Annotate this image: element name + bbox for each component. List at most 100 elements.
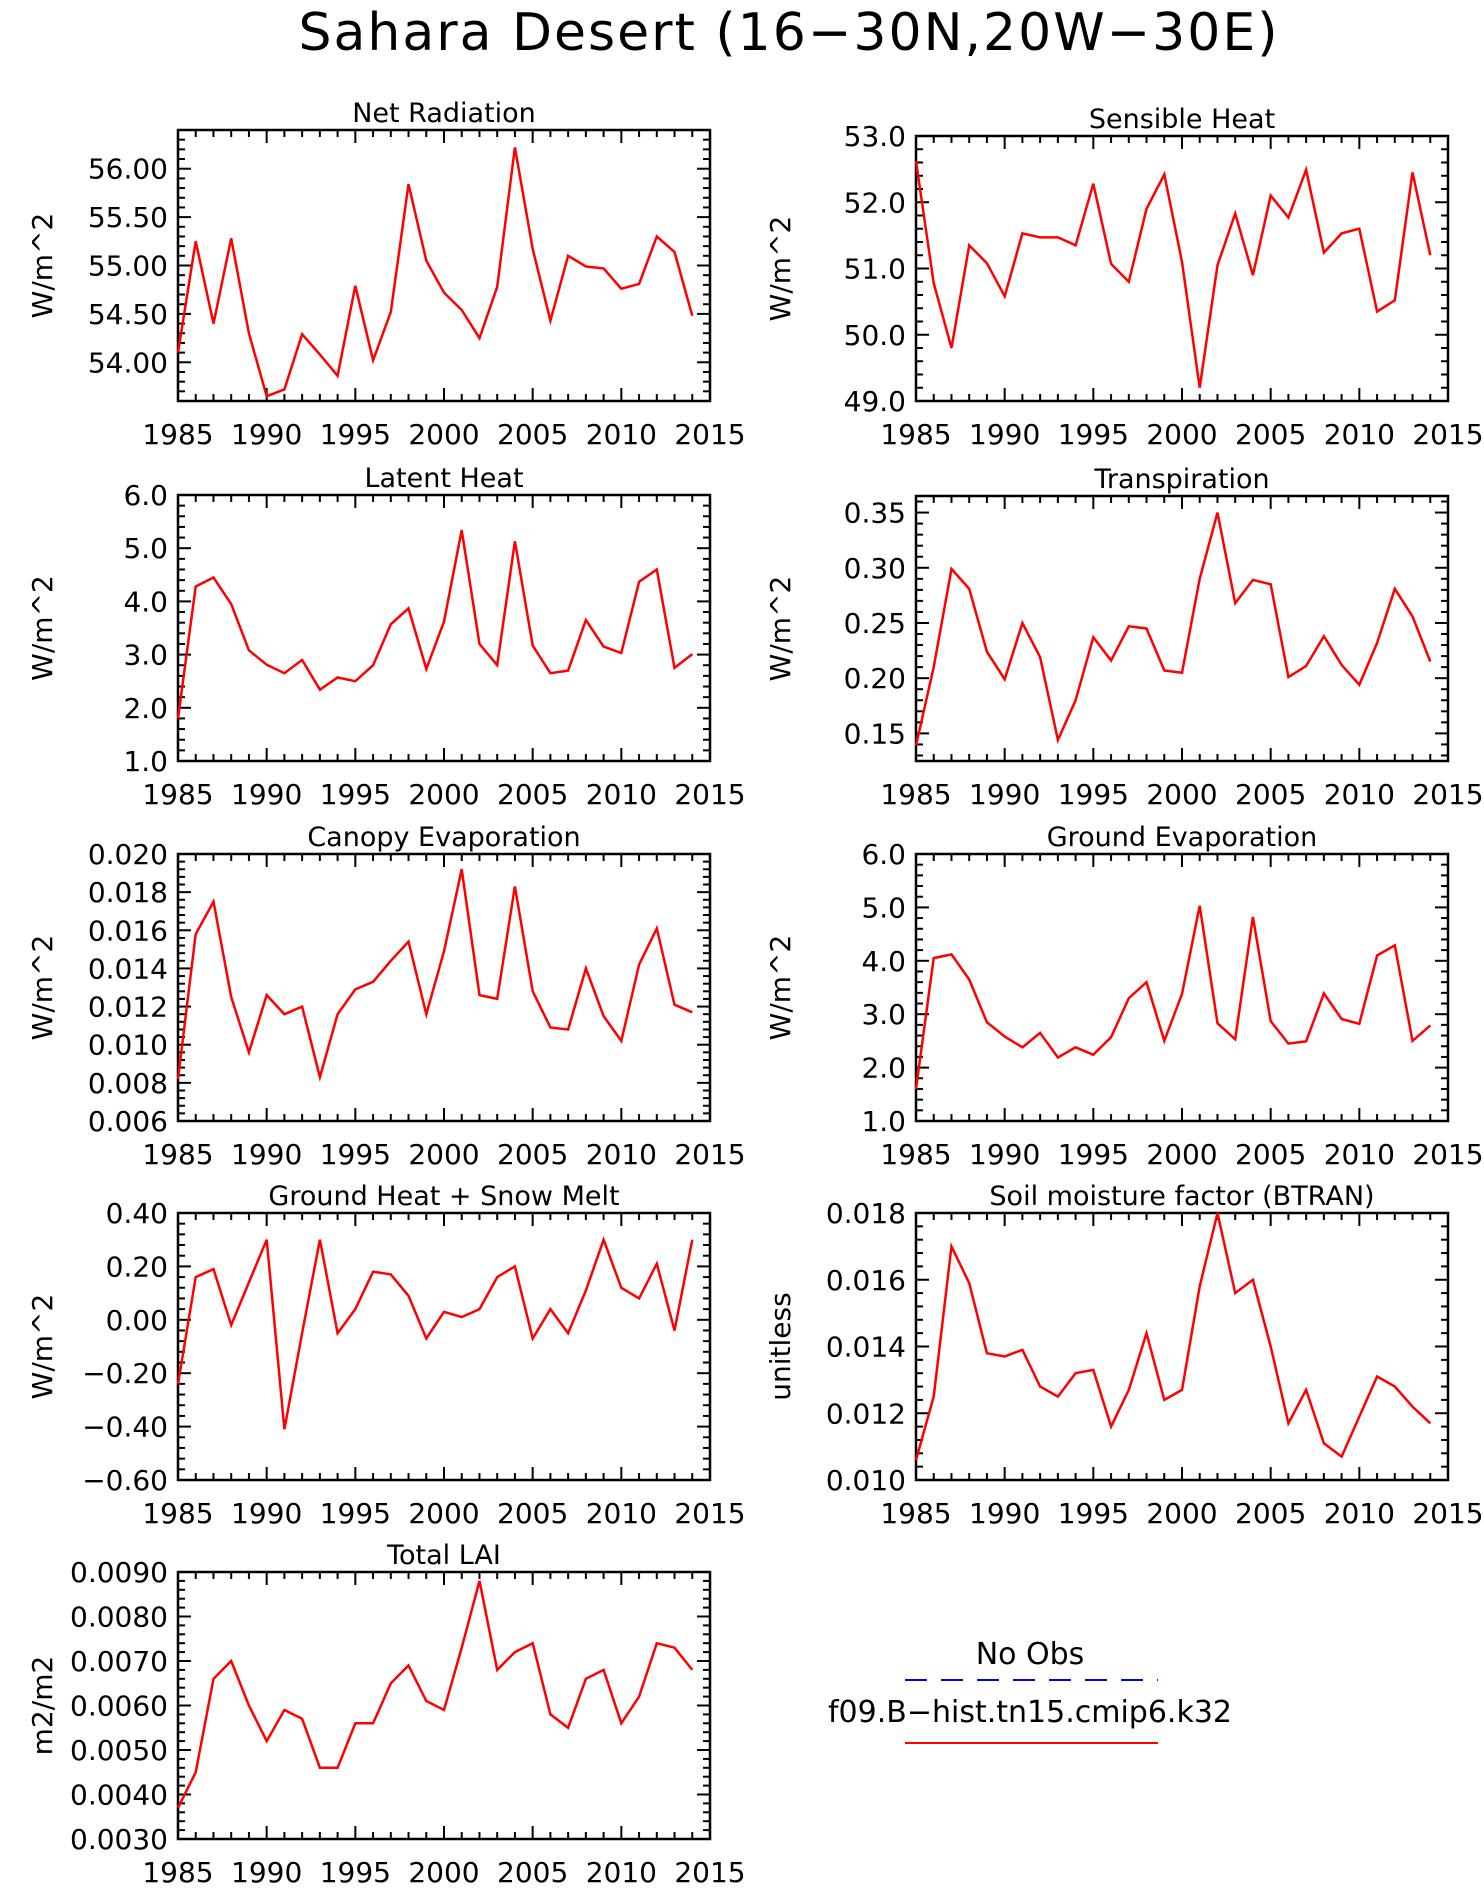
x-tick-label: 2015 bbox=[1412, 418, 1483, 451]
y-axis-label: W/m^2 bbox=[26, 935, 59, 1041]
x-tick-label: 2010 bbox=[586, 1497, 657, 1530]
x-tick-label: 2000 bbox=[1146, 1497, 1217, 1530]
panel-transpiration: 1985 1990 1995 2000 2005 2010 2015 0.15 0.20 0.25… bbox=[764, 464, 1484, 811]
y-tick-label: −0.40 bbox=[82, 1411, 168, 1444]
y-tick-label: 0.20 bbox=[844, 662, 906, 695]
y-tick-label: 0.0030 bbox=[70, 1823, 168, 1856]
y-tick-label: 0.014 bbox=[88, 952, 168, 985]
y-tick-label: 0.0050 bbox=[70, 1734, 168, 1767]
x-tick-label: 2000 bbox=[408, 418, 479, 451]
x-tick-label: 2015 bbox=[1412, 1138, 1483, 1171]
series-line bbox=[914, 161, 1432, 388]
x-tick-label: 2000 bbox=[408, 778, 479, 811]
y-axis-label: unitless bbox=[764, 1292, 797, 1400]
panel-total-lai: 1985 1990 1995 2000 2005 2010 2015 0.0030 0.0040… bbox=[26, 1540, 746, 1889]
series-line bbox=[914, 905, 1432, 1090]
x-tick-label: 2005 bbox=[497, 1497, 568, 1530]
y-tick-label: 3.0 bbox=[123, 639, 168, 672]
y-tick-label: 0.0060 bbox=[70, 1690, 168, 1723]
panel-title: Ground Evaporation bbox=[1047, 822, 1318, 853]
y-tick-label: 53.0 bbox=[844, 120, 906, 153]
x-tick-label: 2000 bbox=[1146, 418, 1217, 451]
panel-title: Canopy Evaporation bbox=[307, 822, 580, 853]
y-tick-label: 54.50 bbox=[88, 298, 168, 331]
y-tick-label: 5.0 bbox=[861, 891, 906, 924]
y-tick-label: 0.008 bbox=[88, 1067, 168, 1100]
x-tick-label: 2005 bbox=[497, 1856, 568, 1889]
panel-sensible-heat: 1985 1990 1995 2000 2005 2010 2015 49.0 50.0 51.0… bbox=[764, 104, 1484, 451]
y-tick-label: 0.010 bbox=[88, 1029, 168, 1062]
x-tick-label: 1990 bbox=[969, 1497, 1040, 1530]
y-tick-label: 0.012 bbox=[88, 991, 168, 1024]
x-tick-label: 2000 bbox=[408, 1856, 479, 1889]
x-tick-label: 2010 bbox=[1324, 418, 1395, 451]
plot-frame bbox=[176, 1211, 712, 1482]
x-tick-label: 2015 bbox=[674, 1497, 745, 1530]
panel-latent-heat: 1985 1990 1995 2000 2005 2010 2015 1.0 2.0 3.0 4.0… bbox=[26, 463, 746, 811]
x-tick-label: 2005 bbox=[497, 1138, 568, 1171]
x-tick-label: 2000 bbox=[408, 1497, 479, 1530]
x-tick-label: 1985 bbox=[142, 778, 213, 811]
y-axis-label: W/m^2 bbox=[26, 575, 59, 681]
y-tick-label: 0.30 bbox=[844, 552, 906, 585]
x-tick-label: 1990 bbox=[231, 1856, 302, 1889]
x-tick-label: 1990 bbox=[231, 778, 302, 811]
y-tick-label: 0.006 bbox=[88, 1105, 168, 1138]
x-tick-label: 2010 bbox=[1324, 1138, 1395, 1171]
series-line bbox=[914, 512, 1432, 746]
x-tick-label: 1995 bbox=[320, 1497, 391, 1530]
y-tick-label: 0.0090 bbox=[70, 1556, 168, 1589]
y-tick-label: 0.20 bbox=[106, 1250, 168, 1283]
x-tick-label: 1995 bbox=[1058, 1138, 1129, 1171]
x-tick-label: 1985 bbox=[880, 1497, 951, 1530]
x-tick-label: 1995 bbox=[320, 1138, 391, 1171]
y-tick-label: 0.25 bbox=[844, 607, 906, 640]
x-tick-label: 2015 bbox=[1412, 778, 1483, 811]
y-tick-label: 0.012 bbox=[826, 1397, 906, 1430]
y-tick-label: 0.00 bbox=[106, 1304, 168, 1337]
x-tick-label: 2015 bbox=[1412, 1497, 1483, 1530]
x-tick-label: 1990 bbox=[969, 418, 1040, 451]
panel-net-radiation: 1985 1990 1995 2000 2005 2010 2015 54.00 54.50 55… bbox=[26, 98, 746, 451]
x-tick-label: 1990 bbox=[231, 1138, 302, 1171]
y-tick-label: 2.0 bbox=[861, 1052, 906, 1085]
panel-soil-moisture-factor-btran: 1985 1990 1995 2000 2005 2010 2015 0.010 0.012 0.… bbox=[764, 1181, 1484, 1530]
panel-title: Soil moisture factor (BTRAN) bbox=[989, 1181, 1374, 1212]
x-tick-label: 1990 bbox=[231, 1497, 302, 1530]
y-tick-label: 54.00 bbox=[88, 346, 168, 379]
series-line bbox=[176, 869, 693, 1082]
y-tick-label: 0.014 bbox=[826, 1331, 906, 1364]
x-tick-label: 2015 bbox=[674, 418, 745, 451]
x-tick-label: 1995 bbox=[1058, 1497, 1129, 1530]
x-tick-label: 2005 bbox=[1235, 778, 1306, 811]
y-tick-label: 49.0 bbox=[844, 385, 906, 418]
y-tick-label: −0.60 bbox=[82, 1464, 168, 1497]
x-tick-label: 1990 bbox=[969, 1138, 1040, 1171]
x-tick-label: 1985 bbox=[142, 1138, 213, 1171]
x-tick-label: 1985 bbox=[880, 778, 951, 811]
x-tick-label: 1995 bbox=[320, 418, 391, 451]
series-line bbox=[914, 1212, 1432, 1461]
y-axis-label: W/m^2 bbox=[764, 576, 797, 682]
legend: No Obs f09.B−hist.tn15.cmip6.k32 bbox=[828, 1637, 1232, 1744]
y-axis-label: W/m^2 bbox=[764, 935, 797, 1041]
panel-title: Net Radiation bbox=[352, 98, 536, 129]
y-tick-label: 2.0 bbox=[123, 692, 168, 725]
panel-title: Transpiration bbox=[1093, 464, 1269, 495]
y-tick-label: 0.40 bbox=[106, 1197, 168, 1230]
y-axis-label: m2/m2 bbox=[26, 1656, 59, 1756]
y-tick-label: 56.00 bbox=[88, 153, 168, 186]
y-tick-label: 0.018 bbox=[826, 1197, 906, 1230]
x-tick-label: 2010 bbox=[1324, 1497, 1395, 1530]
y-tick-label: 6.0 bbox=[861, 838, 906, 871]
y-tick-label: 0.0040 bbox=[70, 1779, 168, 1812]
panel-title: Sensible Heat bbox=[1089, 104, 1275, 135]
figure-title: Sahara Desert (16−30N,20W−30E) bbox=[299, 3, 1280, 63]
y-tick-label: 0.016 bbox=[826, 1264, 906, 1297]
x-tick-label: 2010 bbox=[1324, 778, 1395, 811]
y-tick-label: 0.0080 bbox=[70, 1601, 168, 1634]
x-tick-label: 1995 bbox=[320, 778, 391, 811]
y-tick-label: 4.0 bbox=[861, 945, 906, 978]
y-tick-label: 3.0 bbox=[861, 998, 906, 1031]
x-tick-label: 2005 bbox=[1235, 1497, 1306, 1530]
